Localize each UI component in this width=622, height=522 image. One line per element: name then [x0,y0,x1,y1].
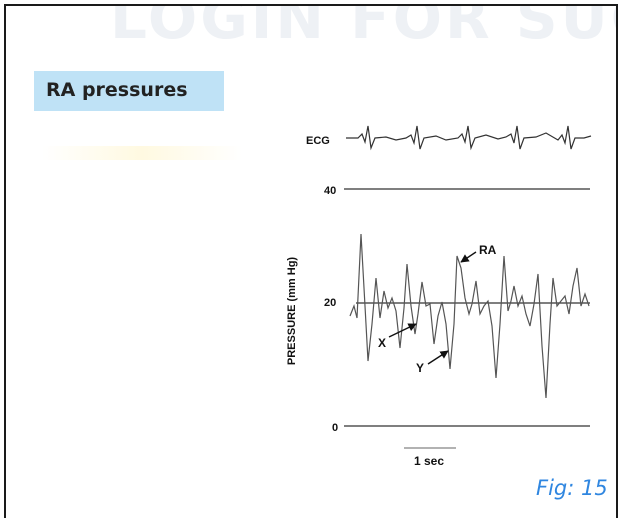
y-label: Y [416,361,424,375]
x-label: X [378,336,386,350]
ra-label: RA [479,243,497,257]
highlight-stroke [42,146,242,160]
figure-caption: Fig: 15 [536,476,608,500]
tick-40: 40 [324,185,336,197]
tick-20: 20 [324,297,336,309]
slide-frame: LOGIN FOR SUCCESS RA pressures ECG 40 20… [4,4,618,518]
ecg-trace [346,125,592,151]
ra-pressure-waveform [349,233,590,399]
watermark-text: LOGIN FOR SUCCESS [110,4,616,52]
y-arrow [427,350,449,365]
section-title: RA pressures [46,79,188,101]
ra-arrow [460,251,477,263]
y-axis-label: PRESSURE (mm Hg) [286,257,298,366]
ra-pressure-figure: ECG 40 20 0 PRESSURE (mm Hg) RA X Y 1 se… [286,125,592,468]
time-scale-label: 1 sec [414,454,444,468]
ecg-label: ECG [306,135,330,147]
x-arrow [388,323,417,338]
tick-0: 0 [332,422,338,434]
section-title-tag: RA pressures [34,71,224,111]
